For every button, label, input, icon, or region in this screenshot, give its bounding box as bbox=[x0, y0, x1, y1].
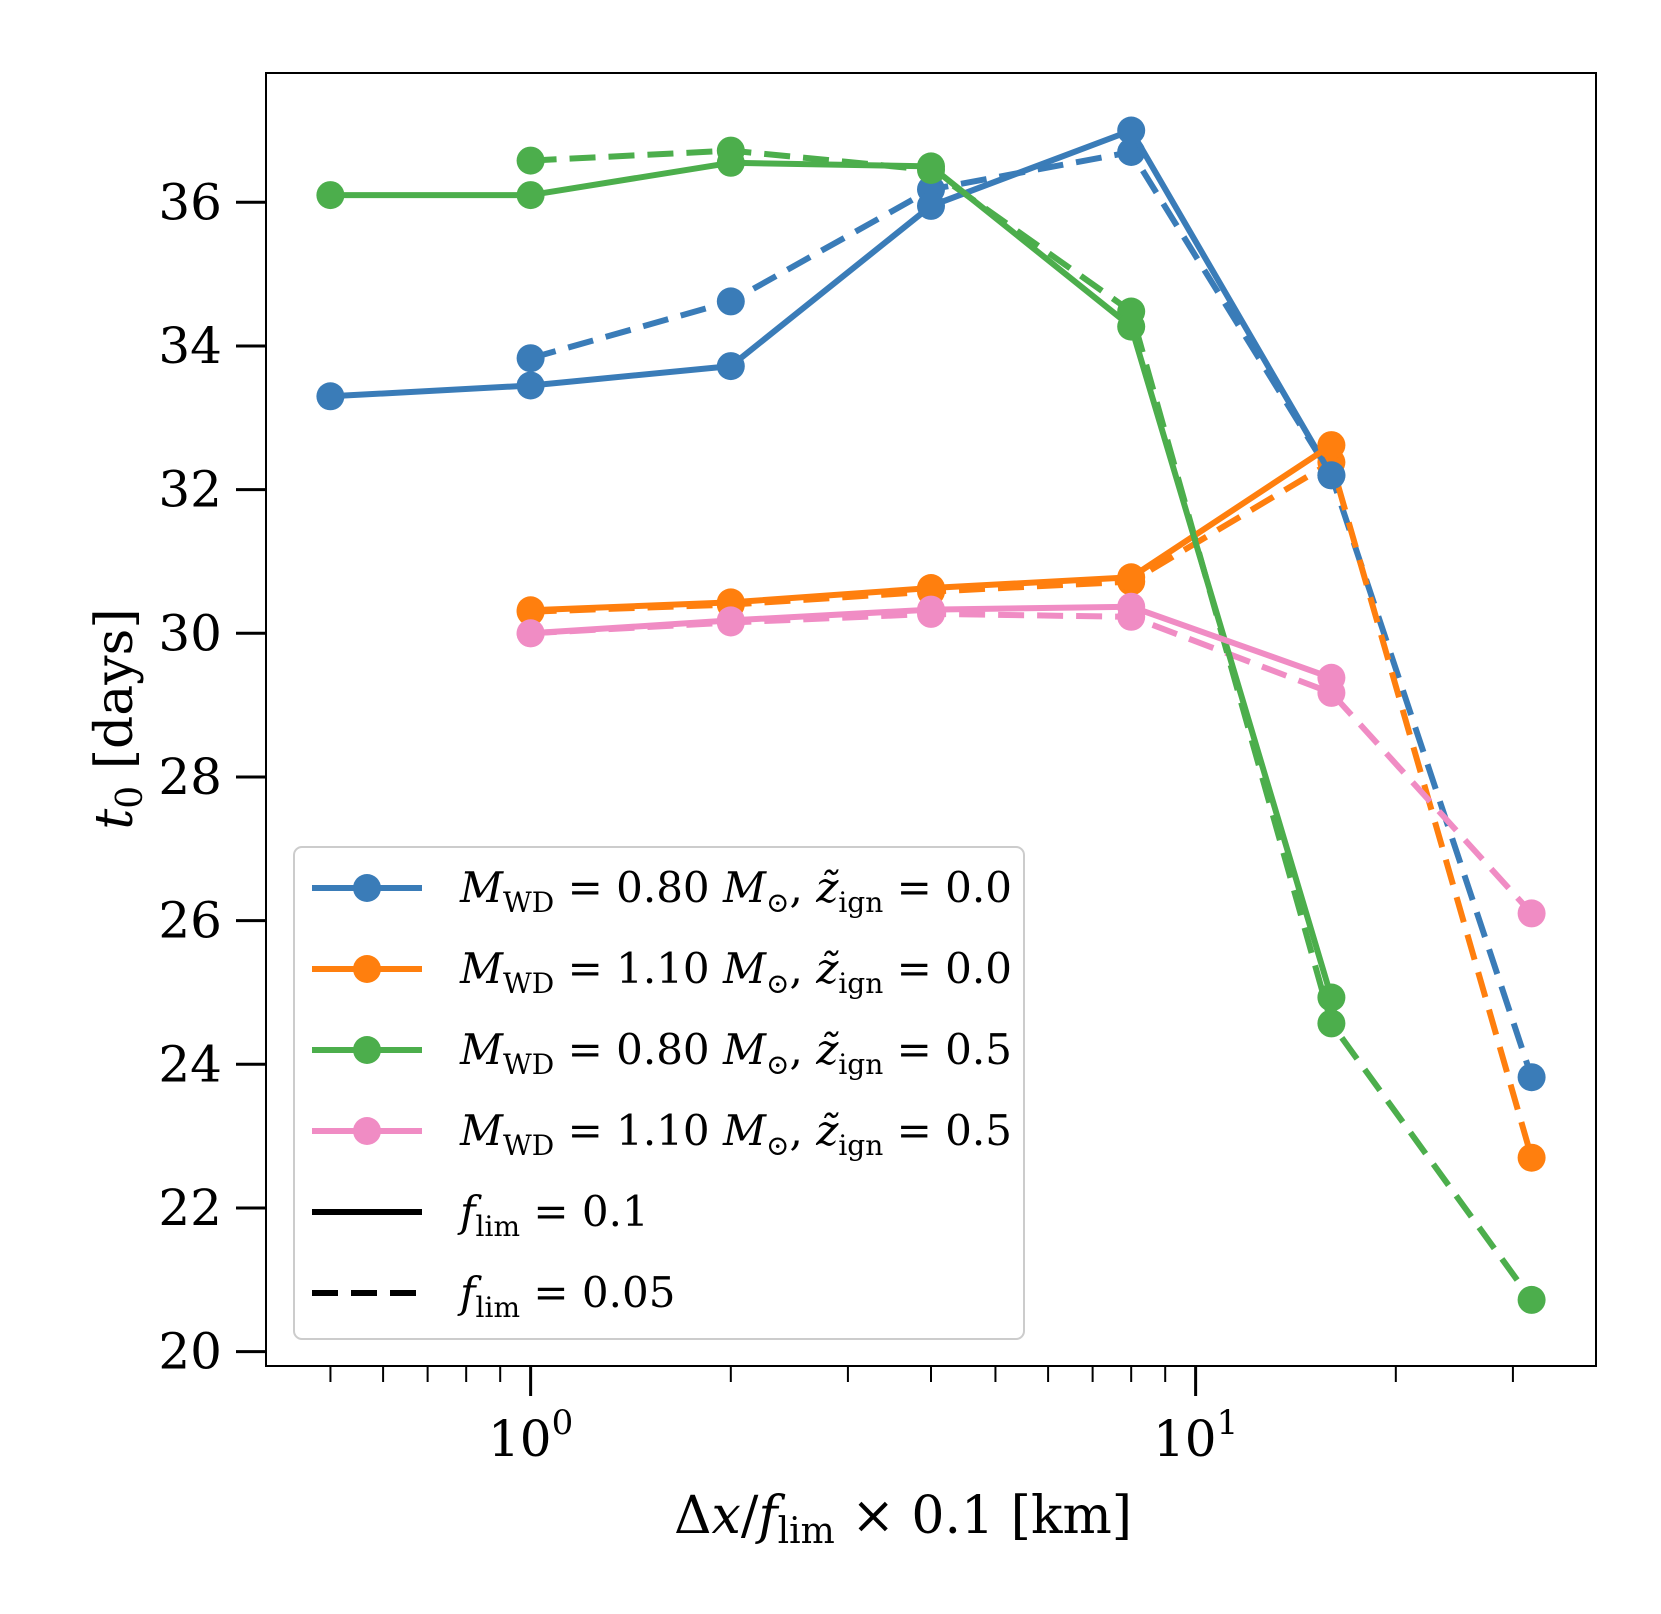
series-line bbox=[330, 127, 1334, 477]
data-point bbox=[716, 148, 745, 177]
series-line bbox=[529, 149, 1535, 1079]
legend-label: flim = 0.1 bbox=[457, 1187, 649, 1243]
data-point bbox=[516, 371, 545, 400]
y-tick-label: 20 bbox=[158, 1323, 222, 1381]
legend-marker bbox=[353, 1036, 381, 1064]
series-line bbox=[330, 159, 1335, 999]
data-point bbox=[1117, 563, 1146, 592]
series-layer bbox=[316, 116, 1546, 1314]
data-point bbox=[1317, 461, 1346, 490]
legend-marker bbox=[353, 874, 381, 902]
data-point bbox=[516, 619, 545, 648]
data-point bbox=[516, 344, 545, 373]
legend-entry-2: MWD = 0.80 M⊙, z̃ign = 0.5 bbox=[312, 1025, 1012, 1081]
data-point bbox=[1317, 431, 1346, 460]
data-point bbox=[1117, 592, 1146, 621]
legend-marker bbox=[353, 1117, 381, 1145]
series-0 bbox=[316, 116, 1346, 490]
y-tick-label: 32 bbox=[158, 461, 222, 519]
data-point bbox=[316, 382, 345, 411]
data-point bbox=[917, 191, 945, 220]
data-point bbox=[1317, 983, 1346, 1012]
data-point bbox=[1517, 899, 1546, 928]
data-point bbox=[716, 352, 745, 381]
data-point bbox=[516, 146, 545, 175]
y-tick-label: 36 bbox=[158, 173, 222, 231]
legend-entry-1: MWD = 1.10 M⊙, z̃ign = 0.0 bbox=[312, 944, 1012, 1000]
data-point bbox=[1517, 1063, 1546, 1092]
data-point bbox=[1517, 1285, 1546, 1314]
legend-entry-4: flim = 0.1 bbox=[312, 1187, 649, 1243]
data-point bbox=[716, 287, 745, 316]
series-line bbox=[530, 147, 1535, 1302]
legend-box bbox=[293, 846, 1025, 1340]
legend-entry-0: MWD = 0.80 M⊙, z̃ign = 0.0 bbox=[312, 863, 1012, 919]
data-point bbox=[316, 181, 345, 210]
y-tick-label: 24 bbox=[158, 1035, 222, 1093]
legend-label: MWD = 1.10 M⊙, z̃ign = 0.5 bbox=[459, 1106, 1012, 1162]
data-point bbox=[516, 596, 545, 625]
x-axis-label: Δx/flim × 0.1 [km] bbox=[674, 1486, 1132, 1552]
data-point bbox=[1317, 1009, 1346, 1038]
data-point bbox=[716, 606, 745, 635]
data-point bbox=[917, 595, 945, 624]
legend-entry-3: MWD = 1.10 M⊙, z̃ign = 0.5 bbox=[312, 1106, 1012, 1162]
legend-label: MWD = 1.10 M⊙, z̃ign = 0.0 bbox=[459, 944, 1012, 1000]
data-point bbox=[516, 181, 545, 210]
y-tick-label: 34 bbox=[158, 317, 222, 375]
legend-marker bbox=[353, 955, 381, 983]
y-tick-label: 30 bbox=[158, 604, 222, 662]
x-tick-label: 101 bbox=[1153, 1403, 1238, 1468]
legend-label: MWD = 0.80 M⊙, z̃ign = 0.0 bbox=[459, 863, 1012, 919]
data-point bbox=[917, 574, 945, 602]
legend-label: MWD = 0.80 M⊙, z̃ign = 0.5 bbox=[459, 1025, 1012, 1081]
series-4 bbox=[316, 148, 1346, 1012]
x-tick-label: 100 bbox=[488, 1403, 573, 1468]
legend: MWD = 0.80 M⊙, z̃ign = 0.0 MWD = 1.10 M⊙,… bbox=[293, 846, 1025, 1340]
data-point bbox=[1117, 312, 1146, 341]
y-tick-label: 26 bbox=[158, 892, 222, 950]
data-point bbox=[1517, 1143, 1546, 1172]
y-tick-label: 22 bbox=[158, 1179, 222, 1237]
data-point bbox=[1117, 116, 1146, 145]
data-point bbox=[1317, 663, 1346, 692]
y-tick-label: 28 bbox=[158, 748, 222, 806]
axis-ticks: 20 22 24 26 28 30 32 34 36 100 101 bbox=[158, 173, 1514, 1468]
data-point bbox=[917, 152, 945, 181]
series-2 bbox=[516, 431, 1346, 625]
series-6 bbox=[516, 592, 1346, 692]
y-axis-label: t0 [days] bbox=[85, 608, 151, 829]
